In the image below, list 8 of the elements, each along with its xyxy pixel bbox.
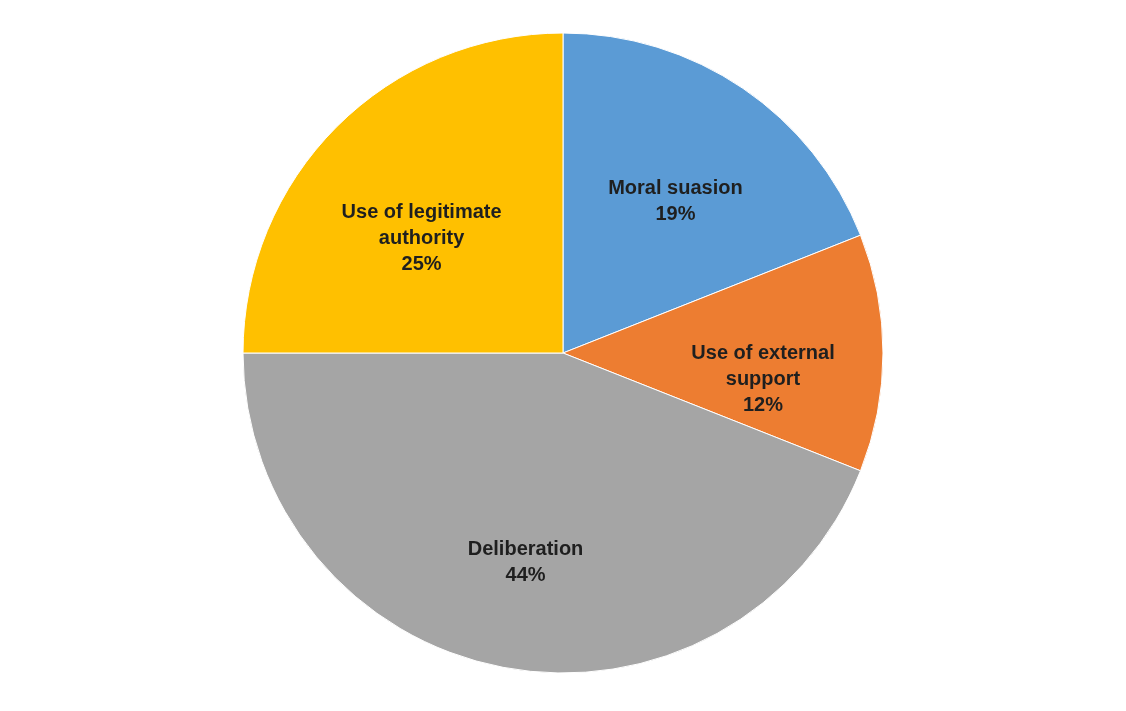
slice-label: Moral suasion [608, 175, 743, 198]
data-label: 44% [505, 563, 546, 586]
data-label: 12% [742, 393, 784, 415]
slice-label: Use of legitimate authority [341, 199, 502, 248]
data-label: 19% [655, 201, 696, 224]
data-label: 25% [401, 251, 442, 274]
slice-label: Deliberation [467, 537, 584, 560]
slice-label: Use of external support [691, 341, 835, 389]
